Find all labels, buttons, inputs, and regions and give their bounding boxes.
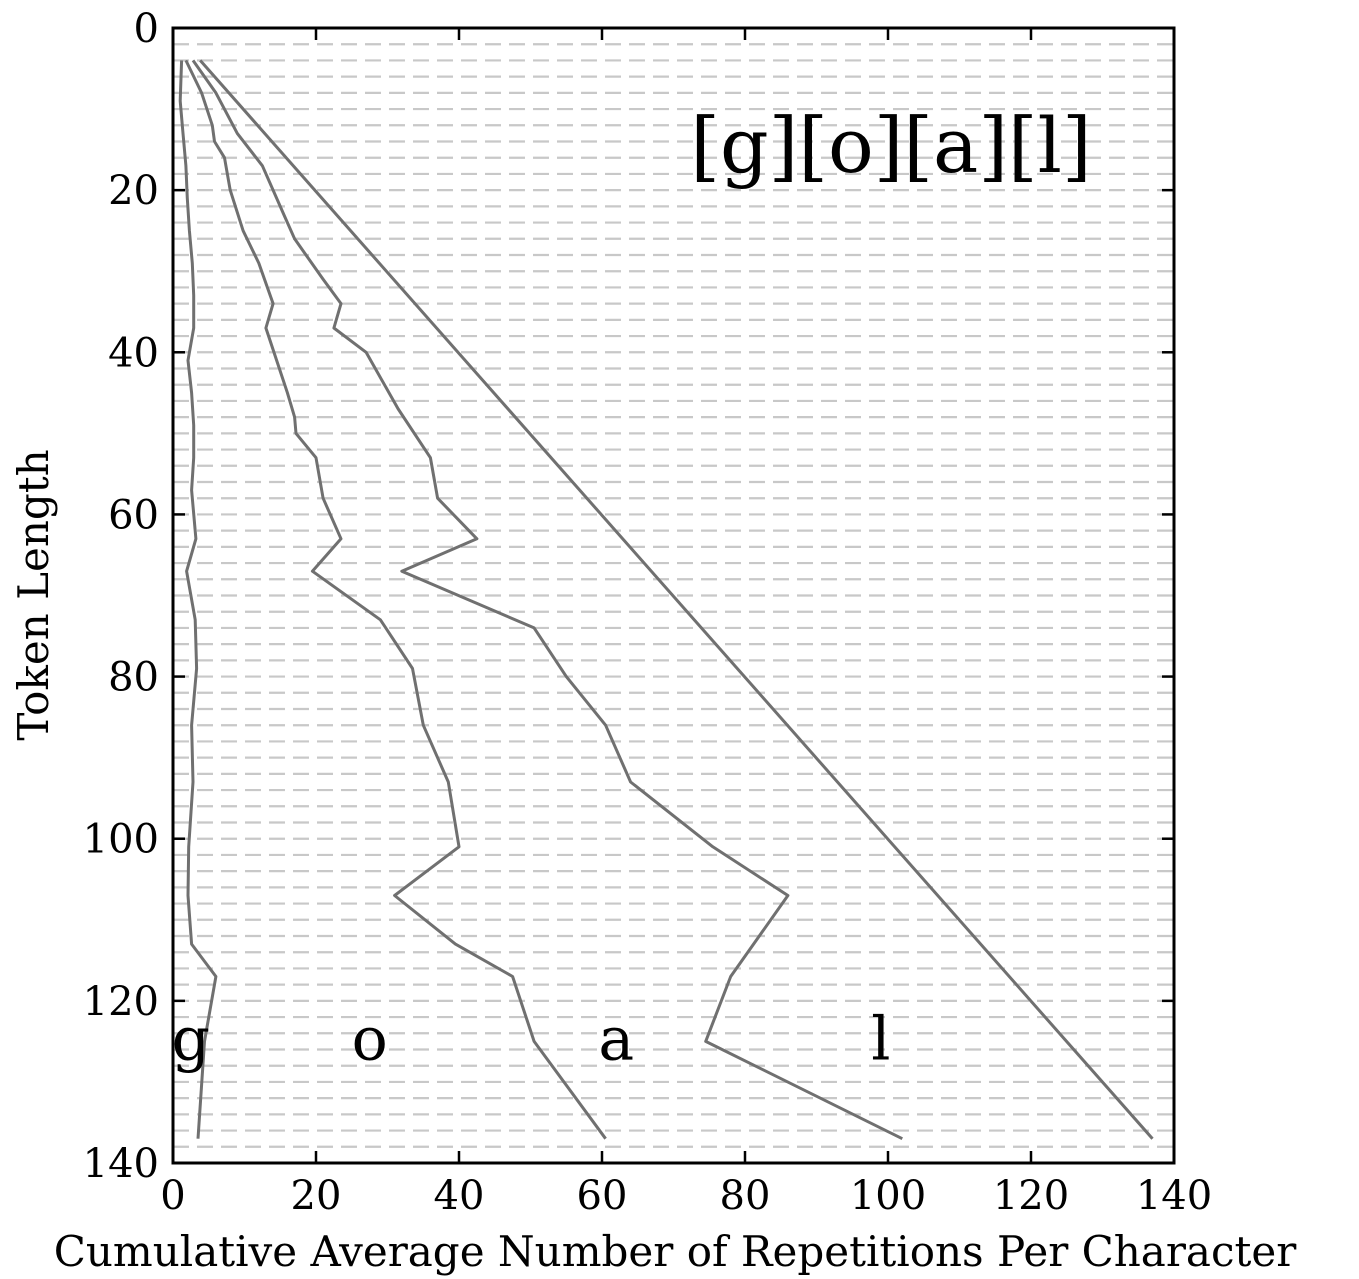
char-label-g: g	[172, 1004, 210, 1074]
x-tick-label: 0	[160, 1173, 185, 1219]
y-tick-label: 100	[83, 817, 159, 863]
series-line-4	[200, 60, 1152, 1138]
x-tick-label: 140	[1136, 1173, 1212, 1219]
y-axis-label: Token Length	[9, 449, 58, 740]
y-tick-label: 0	[134, 6, 159, 52]
x-tick-label: 60	[577, 1173, 628, 1219]
x-tick-label: 40	[434, 1173, 485, 1219]
char-label-a: a	[598, 1004, 634, 1074]
chart-title: [g][o][a][l]	[690, 101, 1091, 190]
x-axis-label: Cumulative Average Number of Repetitions…	[54, 1227, 1298, 1276]
y-tick-label: 140	[83, 1141, 159, 1187]
char-label-o: o	[352, 1004, 388, 1074]
x-tick-label: 120	[993, 1173, 1069, 1219]
char-label-l: l	[871, 1004, 890, 1074]
x-tick-label: 80	[720, 1173, 771, 1219]
x-tick-label: 20	[291, 1173, 342, 1219]
y-tick-label: 40	[108, 330, 159, 376]
x-tick-label: 100	[850, 1173, 926, 1219]
y-tick-label: 60	[108, 492, 159, 538]
y-tick-label: 20	[108, 168, 159, 214]
y-tick-label: 80	[108, 655, 159, 701]
y-tick-label: 120	[83, 979, 159, 1025]
